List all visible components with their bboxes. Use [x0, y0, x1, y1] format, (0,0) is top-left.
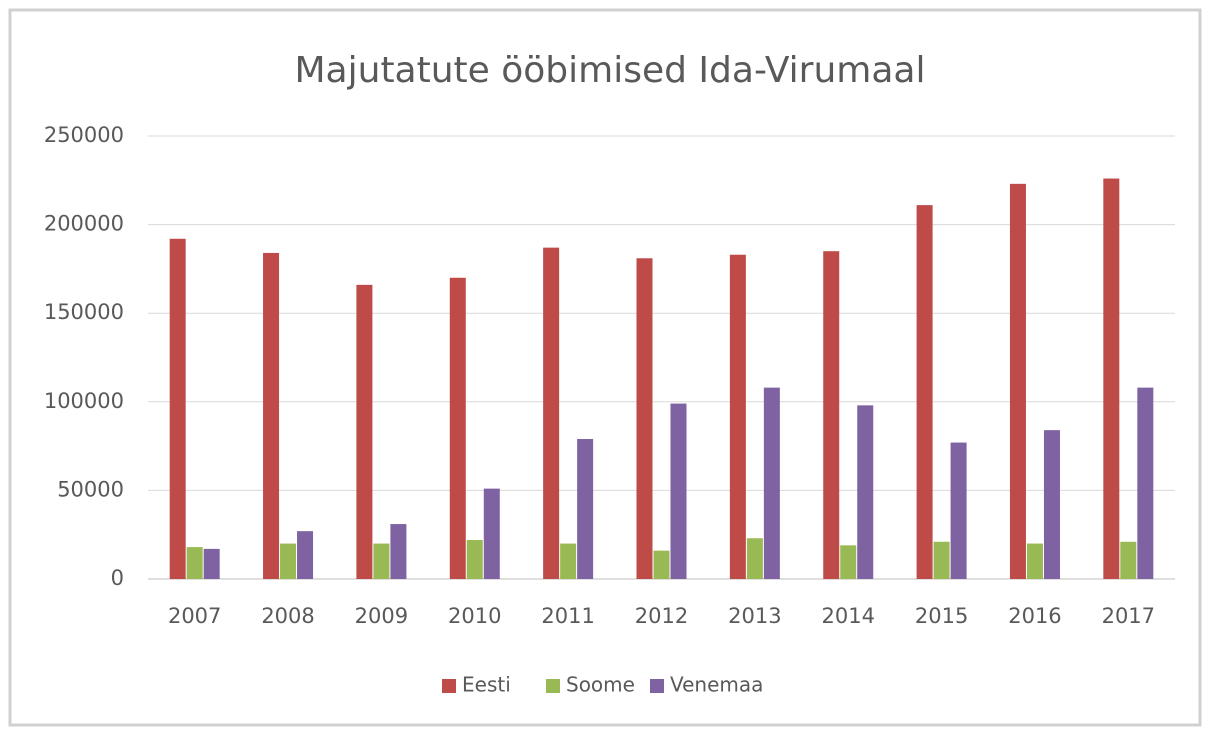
chart-title: Majutatute ööbimised Ida-Virumaal [295, 50, 926, 91]
bar [186, 547, 203, 579]
x-tick-label: 2009 [355, 604, 408, 628]
legend-swatch [442, 679, 456, 693]
bar [1103, 178, 1120, 579]
bar [543, 247, 560, 580]
bar [1026, 543, 1043, 579]
x-tick-label: 2016 [1008, 604, 1061, 628]
legend-label: Eesti [462, 673, 511, 697]
y-tick-label: 200000 [44, 212, 124, 236]
bar [916, 205, 933, 579]
chart-frame [8, 8, 1202, 727]
bar [373, 543, 390, 579]
bar [203, 548, 220, 579]
bar [840, 545, 857, 579]
y-tick-label: 250000 [44, 123, 124, 147]
bar [577, 439, 594, 579]
x-tick-label: 2007 [168, 604, 221, 628]
bar [636, 258, 653, 579]
bar [1120, 541, 1137, 579]
x-tick-label: 2010 [448, 604, 501, 628]
x-tick-label: 2017 [1102, 604, 1155, 628]
bar [653, 550, 670, 579]
bar [1009, 183, 1026, 579]
bar [1043, 430, 1060, 579]
x-tick-label: 2011 [541, 604, 594, 628]
x-tick-label: 2013 [728, 604, 781, 628]
bar [263, 252, 280, 579]
x-tick-label: 2015 [915, 604, 968, 628]
x-tick-label: 2012 [635, 604, 688, 628]
bar [483, 488, 500, 579]
y-tick-label: 0 [111, 566, 124, 590]
bar [950, 442, 967, 579]
legend-swatch [546, 679, 560, 693]
x-tick-label: 2008 [261, 604, 314, 628]
legend-label: Soome [566, 673, 635, 697]
x-tick-label: 2014 [822, 604, 875, 628]
bar [449, 277, 466, 579]
bar [823, 251, 840, 579]
bar [857, 405, 874, 579]
bar [466, 540, 483, 579]
y-tick-label: 150000 [44, 300, 124, 324]
bar [169, 238, 186, 579]
bar [280, 543, 297, 579]
bar [933, 541, 950, 579]
bar [356, 284, 373, 579]
bar [390, 524, 407, 579]
bar [670, 403, 687, 579]
legend-label: Venemaa [670, 673, 763, 697]
bar [297, 531, 314, 579]
bar [1137, 387, 1154, 579]
bar [763, 387, 780, 579]
y-tick-label: 100000 [44, 389, 124, 413]
bar [746, 538, 763, 579]
bar [729, 254, 746, 579]
legend-swatch [650, 679, 664, 693]
y-tick-label: 50000 [57, 477, 124, 501]
bar [560, 543, 577, 579]
